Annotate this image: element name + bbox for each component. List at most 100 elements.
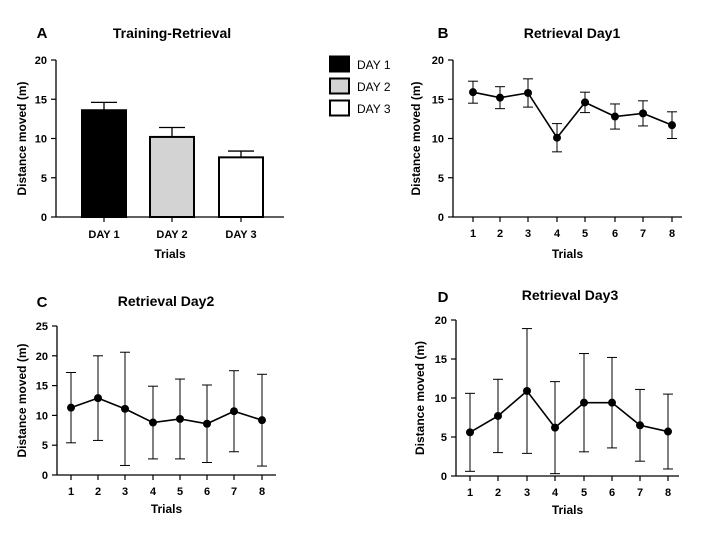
x-tick-label: 6 [609,487,615,499]
x-tick-label: 3 [122,486,128,498]
y-tick-label: 10 [35,134,47,146]
y-tick-label: 5 [438,173,444,185]
data-point [230,407,238,416]
legend: DAY 1 DAY 2 DAY 3 [329,55,391,117]
data-point [581,98,589,107]
y-tick-label: 15 [435,354,447,366]
y-tick-label: 20 [435,315,447,327]
x-tick-label: 5 [177,486,183,498]
x-tick-label: 8 [259,486,265,498]
panel-letter: B [438,25,449,42]
y-tick-label: 20 [36,351,48,363]
y-tick-label: 0 [42,470,48,482]
x-tick-label: 4 [554,228,561,240]
x-tick-label: 3 [524,487,530,499]
y-tick-label: 10 [432,134,444,146]
chart-panel-b: B Retrieval Day1 Distance moved (m) Trials 0… [409,25,682,261]
chart-title: Retrieval Day3 [522,287,619,303]
series-line [469,389,669,434]
y-axis-title: Distance moved (m) [15,81,29,195]
chart-title: Training-Retrieval [113,25,231,41]
legend-label: DAY 1 [357,58,391,72]
y-tick-label: 15 [432,94,444,106]
panel-letter: A [37,25,48,42]
x-tick-label: 1 [68,486,74,498]
data-point [94,394,102,403]
y-axis-title: Distance moved (m) [413,341,427,455]
legend-swatch [329,55,350,73]
panel-letter: C [37,294,48,311]
data-point [121,404,129,413]
data-point [551,423,559,432]
data-point [608,398,616,407]
y-tick-label: 15 [36,381,48,393]
y-tick-label: 5 [42,440,48,452]
chart-panel-a: A Training-Retrieval Distance moved (m) Tri… [15,25,391,261]
data-point [524,88,532,97]
x-tick-label: 3 [525,228,531,240]
x-tick-label: 4 [150,486,157,498]
data-point [664,427,672,436]
x-axis-title: Trials [552,247,584,261]
y-tick-label: 15 [35,94,47,106]
x-tick-label: 6 [204,486,210,498]
bar-day-1 [81,109,127,218]
data-point [636,421,644,430]
x-tick-label: 7 [637,487,643,499]
data-point [611,112,619,121]
data-point [496,93,504,102]
y-tick-label: 0 [438,212,444,224]
chart-panel-d: D Retrieval Day3 Distance moved (m) Trials 0… [413,287,679,517]
chart-panel-c: C Retrieval Day2 Distance moved (m) Trials 0… [15,293,276,516]
series-line [70,397,263,425]
y-tick-label: 25 [36,321,48,333]
data-point [580,398,588,407]
x-tick-label: DAY 1 [88,229,119,241]
y-axis-title: Distance moved (m) [409,81,423,195]
y-tick-label: 10 [36,410,48,422]
x-tick-label: 5 [582,228,588,240]
legend-label: DAY 2 [357,80,391,94]
y-tick-label: 0 [41,212,47,224]
y-tick-label: 5 [441,432,447,444]
y-tick-label: 5 [41,173,47,185]
series-line [472,91,673,140]
x-axis-title: Trials [151,502,183,516]
data-point [494,411,502,420]
x-tick-label: 7 [231,486,237,498]
data-point [523,386,531,395]
data-point [176,414,184,423]
data-point [149,418,157,427]
y-tick-label: 20 [432,55,444,67]
data-point [668,121,676,130]
x-tick-label: 1 [467,487,473,499]
chart-title: Retrieval Day2 [118,293,215,309]
y-axis-title: Distance moved (m) [15,343,29,457]
x-tick-label: 5 [581,487,587,499]
legend-swatch [329,77,350,95]
x-axis-title: Trials [552,503,584,517]
data-point [67,403,75,412]
chart-title: Retrieval Day1 [524,25,621,41]
x-tick-label: 7 [640,228,646,240]
x-tick-label: 1 [470,228,476,240]
x-tick-label: 6 [612,228,618,240]
bar-day-3 [218,156,264,218]
x-tick-label: 2 [95,486,101,498]
y-tick-label: 20 [35,55,47,67]
panel-letter: D [438,289,449,306]
x-tick-label: 2 [497,228,503,240]
x-tick-label: 8 [665,487,671,499]
x-axis-title: Trials [154,247,186,261]
bar-day-2 [149,135,195,218]
data-point [203,419,211,428]
data-point [466,428,474,437]
data-point [469,88,477,97]
legend-swatch [329,99,350,117]
legend-label: DAY 3 [357,102,391,116]
x-tick-label: 4 [552,487,559,499]
data-point [258,416,266,425]
x-tick-label: 2 [495,487,501,499]
x-tick-label: DAY 3 [225,229,256,241]
